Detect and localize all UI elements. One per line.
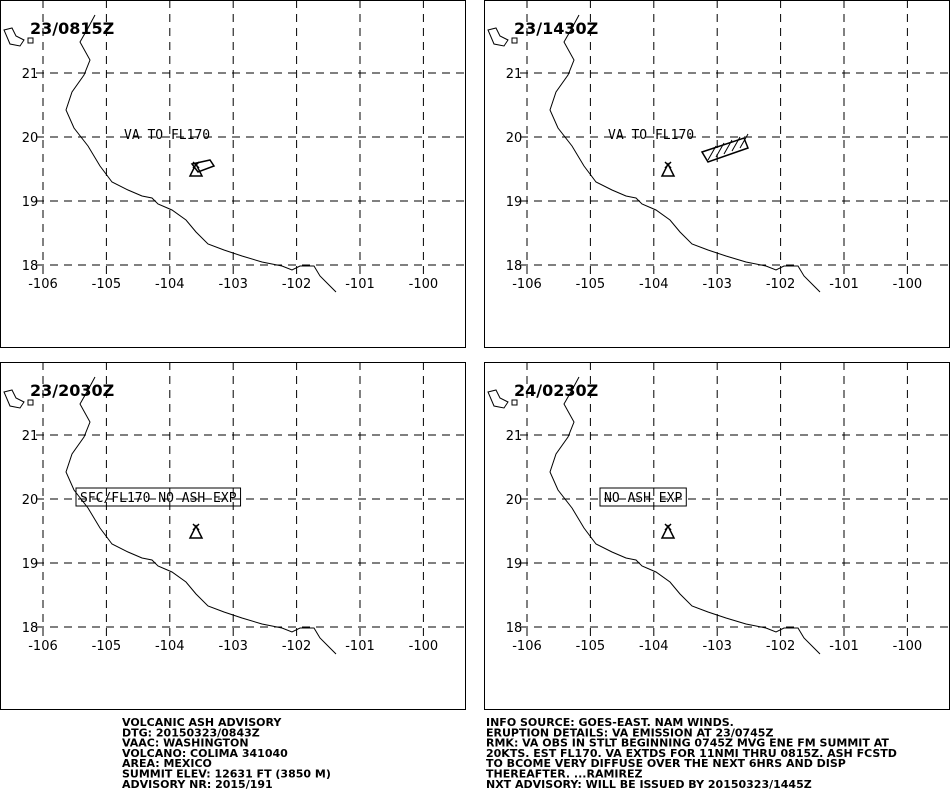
panel-label: VA TO FL170 [608, 128, 694, 143]
ash-hatch [707, 145, 717, 161]
lon-tick-label: -102 [766, 639, 796, 654]
lon-tick-label: -104 [155, 639, 185, 654]
label-box [599, 487, 687, 507]
island [487, 389, 509, 409]
lon-tick-label: -102 [766, 277, 796, 292]
island [27, 37, 34, 44]
lon-tick-label: -103 [218, 277, 248, 292]
advisory-line: INFO SOURCE: GOES-EAST. NAM WINDS. [486, 716, 734, 729]
lon-tick-label: -104 [155, 277, 185, 292]
lon-tick-label: -106 [512, 639, 542, 654]
advisory-line: SUMMIT ELEV: 12631 FT (3850 M) [122, 768, 331, 781]
coastline [549, 14, 821, 293]
map-panel: -106 -105 -104 -103 -102 -101 -100 21 20 19 18 23/0… [0, 0, 466, 348]
valid-time: 23/2030Z [30, 381, 114, 400]
island [511, 399, 518, 406]
lat-tick-label: 20 [22, 493, 39, 508]
lat-tick-label: 19 [506, 557, 523, 572]
lon-tick-label: -101 [345, 277, 375, 292]
advisory-line: DTG: 20150323/0843Z [122, 726, 260, 739]
lat-tick-label: 21 [22, 67, 39, 82]
map-panel: -106 -105 -104 -103 -102 -101 -100 21 20 19 18 23/1… [484, 0, 950, 348]
lon-tick-label: -101 [345, 639, 375, 654]
island [511, 37, 518, 44]
advisory-line: THEREAFTER. ...RAMIREZ [486, 768, 642, 781]
lon-tick-label: -103 [218, 639, 248, 654]
panel-label: NO ASH EXP [604, 491, 682, 506]
lon-tick-label: -105 [92, 639, 122, 654]
advisory-line: RMK: VA OBS IN STLT BEGINNING 0745Z MVG … [486, 737, 889, 750]
ash-area [190, 159, 216, 173]
lat-tick-label: 18 [506, 259, 523, 274]
lon-tick-label: -102 [282, 277, 312, 292]
island [27, 399, 34, 406]
volcano-symbol [188, 523, 204, 539]
advisory-line: ADVISORY NR: 2015/191 [122, 778, 273, 791]
lat-tick-label: 21 [506, 429, 523, 444]
map-panel: -106 -105 -104 -103 -102 -101 -100 21 20 19 18 23/2… [0, 362, 466, 710]
lon-tick-label: -106 [28, 639, 58, 654]
island [3, 27, 25, 47]
lon-tick-label: -106 [28, 277, 58, 292]
lat-tick-label: 19 [22, 557, 39, 572]
lon-tick-label: -102 [282, 639, 312, 654]
lat-tick-label: 21 [22, 429, 39, 444]
advisory-line: AREA: MEXICO [122, 757, 212, 770]
lat-tick-label: 20 [22, 131, 39, 146]
advisory-line: VOLCANO: COLIMA 341040 [122, 747, 288, 760]
island [487, 27, 509, 47]
lon-tick-label: -101 [829, 639, 859, 654]
label-box [75, 487, 242, 507]
lat-tick-label: 21 [506, 67, 523, 82]
lon-tick-label: -105 [92, 277, 122, 292]
ash-hatch [723, 139, 733, 155]
valid-time: 23/1430Z [514, 19, 598, 38]
island [3, 389, 25, 409]
lon-tick-label: -103 [702, 639, 732, 654]
coastline [65, 14, 337, 293]
lat-tick-label: 20 [506, 131, 523, 146]
lon-tick-label: -100 [893, 277, 923, 292]
lat-tick-label: 18 [22, 259, 39, 274]
ash-hatch [731, 136, 741, 152]
volcano-symbol [660, 523, 676, 539]
map-panel: -106 -105 -104 -103 -102 -101 -100 21 20 19 18 24/0… [484, 362, 950, 710]
lon-tick-label: -104 [639, 277, 669, 292]
lon-tick-label: -101 [829, 277, 859, 292]
lon-tick-label: -104 [639, 639, 669, 654]
lon-tick-label: -106 [512, 277, 542, 292]
lat-tick-label: 20 [506, 493, 523, 508]
panel-label: SFC/FL170 NO ASH EXP [80, 491, 237, 506]
coastline [65, 376, 337, 655]
lon-tick-label: -100 [409, 639, 439, 654]
advisory-line: TO BCOME VERY DIFFUSE OVER THE NEXT 6HRS… [486, 757, 846, 770]
advisory-line: NXT ADVISORY: WILL BE ISSUED BY 20150323… [486, 778, 812, 791]
ash-hatch [715, 142, 725, 158]
lon-tick-label: -105 [576, 277, 606, 292]
advisory-line: ERUPTION DETAILS: VA EMISSION AT 23/0745… [486, 726, 773, 739]
panel-label: VA TO FL170 [124, 128, 210, 143]
coastline [549, 376, 821, 655]
lat-tick-label: 18 [22, 621, 39, 636]
lat-tick-label: 18 [506, 621, 523, 636]
ash-hatch [739, 133, 749, 149]
lat-tick-label: 19 [22, 195, 39, 210]
volcano-symbol [660, 161, 676, 177]
lon-tick-label: -103 [702, 277, 732, 292]
advisory-line: 20KTS. EST FL170. VA EXTDS FOR 11NMI THR… [486, 747, 897, 760]
lon-tick-label: -105 [576, 639, 606, 654]
valid-time: 23/0815Z [30, 19, 114, 38]
lat-tick-label: 19 [506, 195, 523, 210]
valid-time: 24/0230Z [514, 381, 598, 400]
advisory-line: VOLCANIC ASH ADVISORY [122, 716, 282, 729]
lon-tick-label: -100 [893, 639, 923, 654]
lon-tick-label: -100 [409, 277, 439, 292]
advisory-line: VAAC: WASHINGTON [122, 737, 249, 750]
